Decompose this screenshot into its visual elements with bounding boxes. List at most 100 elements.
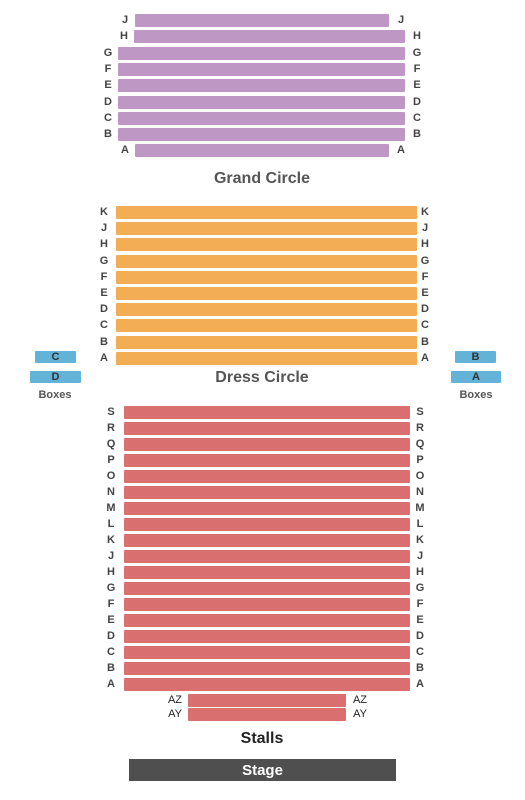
stalls-row-label-right: D — [416, 630, 424, 642]
stalls-row-label-right: P — [416, 454, 424, 466]
stalls-row-n[interactable] — [124, 486, 410, 499]
dress_circle-row-label-left: F — [100, 270, 108, 283]
grand_circle-row-label-left: H — [120, 30, 128, 43]
grand_circle-row-a[interactable] — [135, 144, 389, 158]
stalls-row-label-left: O — [106, 470, 116, 482]
stalls-row-label-left: D — [107, 630, 115, 642]
dress_circle-row-d[interactable] — [116, 303, 417, 317]
stalls-row-b[interactable] — [124, 662, 410, 675]
grand_circle-row-label-right: D — [413, 95, 421, 108]
stalls-front-row-label-right: AZ — [352, 694, 368, 706]
grand_circle-row-h[interactable] — [134, 30, 405, 44]
stalls-row-k[interactable] — [124, 534, 410, 547]
stalls-row-a[interactable] — [124, 678, 410, 691]
stage: Stage — [129, 759, 396, 781]
box-b[interactable]: B — [455, 351, 496, 363]
stalls-row-label-right: A — [416, 678, 424, 690]
dress_circle-row-e[interactable] — [116, 287, 417, 300]
stalls-row-o[interactable] — [124, 470, 410, 483]
dress_circle-row-g[interactable] — [116, 254, 417, 268]
stalls-row-label-right: K — [416, 534, 424, 546]
stalls-row-label-left: H — [107, 566, 115, 578]
stalls-row-h[interactable] — [124, 566, 410, 579]
stalls-row-p[interactable] — [124, 454, 410, 467]
dress_circle-row-b[interactable] — [116, 335, 417, 349]
dress_circle-row-a[interactable] — [116, 351, 417, 365]
grand-circle-title: Grand Circle — [213, 170, 311, 187]
dress_circle-row-label-left: J — [100, 222, 108, 235]
stalls-row-label-left: P — [107, 454, 115, 466]
dress_circle-row-j[interactable] — [116, 222, 417, 236]
stalls-row-label-right: R — [416, 422, 424, 434]
stalls-row-label-left: S — [107, 406, 115, 418]
stalls-row-label-right: M — [415, 502, 425, 514]
grand_circle-row-e[interactable] — [118, 79, 405, 93]
box-a[interactable]: A — [451, 371, 501, 383]
stalls-row-az[interactable] — [188, 694, 346, 707]
stalls-row-r[interactable] — [124, 422, 410, 435]
dress_circle-row-label-left: H — [100, 238, 108, 251]
grand_circle-row-g[interactable] — [118, 46, 405, 60]
stalls-row-m[interactable] — [124, 502, 410, 515]
stalls-title: Stalls — [240, 730, 284, 747]
stalls-row-label-right: H — [416, 566, 424, 578]
stalls-row-label-right: G — [415, 582, 425, 594]
grand_circle-row-label-right: E — [413, 79, 421, 92]
grand_circle-row-label-right: G — [412, 46, 422, 59]
stalls-row-label-right: F — [416, 598, 424, 610]
stalls-row-label-left: Q — [106, 438, 116, 450]
stalls-row-label-right: B — [416, 662, 424, 674]
box-d[interactable]: D — [30, 371, 81, 383]
stalls-row-label-left: G — [106, 582, 116, 594]
stalls-row-j[interactable] — [124, 550, 410, 563]
stalls-row-label-left: C — [107, 646, 115, 658]
dress_circle-row-label-right: G — [420, 254, 430, 267]
stalls-row-c[interactable] — [124, 646, 410, 659]
stalls-row-label-right: S — [416, 406, 424, 418]
grand_circle-row-label-right: C — [413, 111, 421, 124]
stalls-row-label-right: Q — [415, 438, 425, 450]
boxes-left-title: Boxes — [38, 389, 72, 401]
stalls-row-q[interactable] — [124, 438, 410, 451]
stalls-row-e[interactable] — [124, 614, 410, 627]
stalls-row-g[interactable] — [124, 582, 410, 595]
stalls-row-label-right: N — [416, 486, 424, 498]
dress_circle-row-f[interactable] — [116, 270, 417, 284]
box-c[interactable]: C — [35, 351, 76, 363]
grand_circle-row-label-right: B — [413, 128, 421, 141]
dress_circle-row-label-right: H — [421, 238, 429, 251]
stalls-row-label-left: A — [107, 678, 115, 690]
dress_circle-row-c[interactable] — [116, 319, 417, 333]
grand_circle-row-j[interactable] — [135, 14, 389, 27]
grand_circle-row-c[interactable] — [118, 111, 405, 125]
stalls-row-ay[interactable] — [188, 708, 346, 721]
dress_circle-row-label-left: B — [100, 335, 108, 348]
grand_circle-row-f[interactable] — [118, 62, 405, 76]
stalls-row-d[interactable] — [124, 630, 410, 643]
grand_circle-row-label-left: J — [121, 14, 129, 26]
grand_circle-row-label-left: C — [104, 111, 112, 124]
grand_circle-row-label-left: B — [104, 128, 112, 141]
stalls-row-label-left: B — [107, 662, 115, 674]
dress_circle-row-label-left: C — [100, 319, 108, 332]
grand_circle-row-label-left: E — [104, 79, 112, 92]
dress-circle-title: Dress Circle — [215, 369, 309, 386]
stalls-row-label-left: M — [106, 502, 116, 514]
dress_circle-row-label-left: K — [100, 206, 108, 218]
dress_circle-row-h[interactable] — [116, 238, 417, 252]
stalls-row-label-left: J — [107, 550, 115, 562]
stalls-row-f[interactable] — [124, 598, 410, 611]
stalls-row-l[interactable] — [124, 518, 410, 531]
dress_circle-row-label-right: F — [421, 270, 429, 283]
grand_circle-row-b[interactable] — [118, 128, 405, 142]
dress_circle-row-label-right: C — [421, 319, 429, 332]
grand_circle-row-label-right: H — [413, 30, 421, 43]
dress_circle-row-label-right: J — [421, 222, 429, 235]
stalls-front-row-label-left: AZ — [167, 694, 183, 706]
boxes-right-title: Boxes — [459, 389, 493, 401]
grand_circle-row-d[interactable] — [118, 95, 405, 109]
stalls-row-s[interactable] — [124, 406, 410, 419]
stalls-row-label-left: F — [107, 598, 115, 610]
dress_circle-row-k[interactable] — [116, 206, 417, 219]
stalls-row-label-right: J — [416, 550, 424, 562]
